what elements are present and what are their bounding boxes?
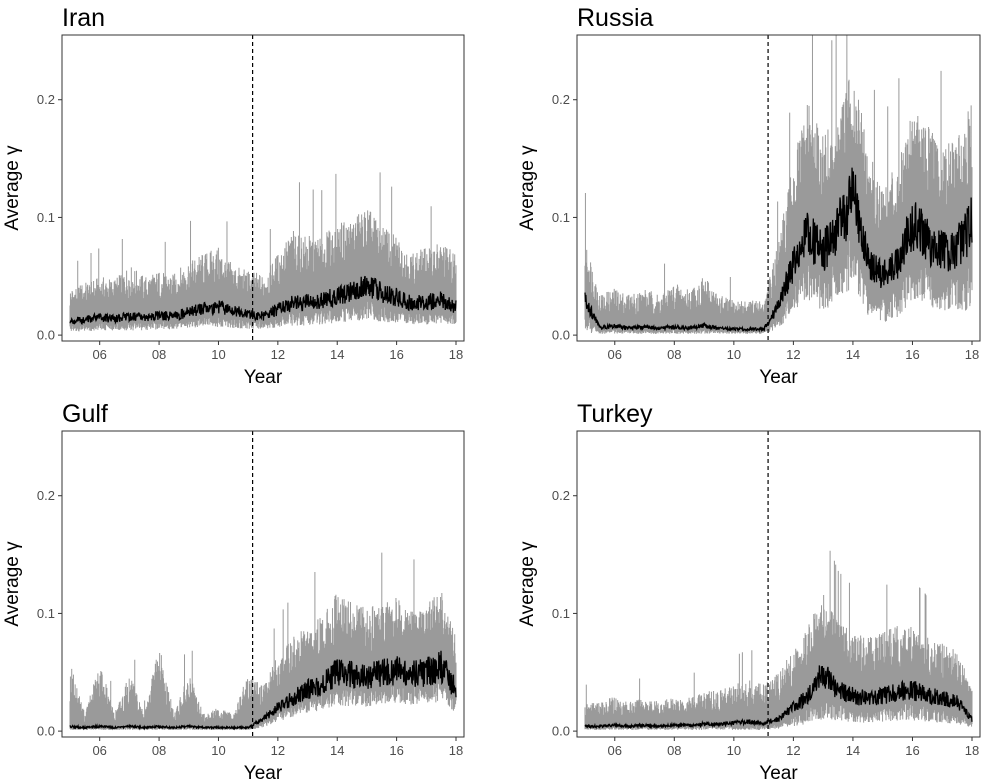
y-tick-label: 0.2 xyxy=(37,488,55,503)
plot-area xyxy=(69,172,457,332)
x-tick-label: 08 xyxy=(152,743,166,758)
x-tick-label: 06 xyxy=(92,743,106,758)
x-tick-label: 16 xyxy=(389,347,403,362)
panel-border xyxy=(61,34,465,342)
panel-title: Turkey xyxy=(577,400,653,428)
y-axis-title: Average γ xyxy=(517,541,538,627)
x-axis-title: Year xyxy=(759,367,798,388)
panel-title: Russia xyxy=(577,4,654,32)
y-tick-label: 0.0 xyxy=(37,724,55,739)
y-axis-title: Average γ xyxy=(517,145,538,231)
plot-area xyxy=(69,552,457,731)
y-tick-label: 0.1 xyxy=(37,210,55,225)
x-tick-label: 18 xyxy=(965,743,979,758)
x-tick-label: 14 xyxy=(330,347,344,362)
x-tick-label: 16 xyxy=(905,347,919,362)
x-tick-label: 12 xyxy=(271,347,285,362)
panel-iran: Iran 06 08 10 12 14 16 18 0.0 0.1 0.2 Year Average γ xyxy=(2,4,465,388)
x-tick-label: 08 xyxy=(667,743,681,758)
x-tick-label: 18 xyxy=(449,743,463,758)
plot-area xyxy=(584,35,973,334)
panel-russia: Russia 06 08 10 12 14 16 18 0.0 0.1 0.2 Year Average… xyxy=(517,4,981,388)
x-tick-label: 14 xyxy=(846,347,860,362)
x-axis-title: Year xyxy=(759,763,798,783)
panel-title: Iran xyxy=(62,4,105,32)
x-tick-label: 12 xyxy=(786,743,800,758)
x-tick-label: 18 xyxy=(449,347,463,362)
y-tick-label: 0.1 xyxy=(37,606,55,621)
panel-border xyxy=(61,430,465,738)
x-axis-title: Year xyxy=(244,367,283,388)
panel-border xyxy=(576,34,981,342)
series-line xyxy=(584,167,973,333)
y-axis-title: Average γ xyxy=(2,145,23,231)
series-line xyxy=(584,665,973,730)
y-tick-label: 0.2 xyxy=(552,488,570,503)
x-tick-label: 10 xyxy=(727,347,741,362)
y-tick-label: 0.1 xyxy=(552,606,570,621)
panel-title: Gulf xyxy=(62,400,108,428)
panel-gulf: Gulf 06 08 10 12 14 16 18 0.0 0.1 0.2 Year Average γ xyxy=(2,400,465,783)
y-axis-title: Average γ xyxy=(2,541,23,627)
x-tick-label: 06 xyxy=(92,347,106,362)
x-tick-label: 16 xyxy=(905,743,919,758)
x-tick-label: 10 xyxy=(211,347,225,362)
panel-border xyxy=(576,430,981,738)
x-tick-label: 14 xyxy=(846,743,860,758)
x-tick-label: 06 xyxy=(608,347,622,362)
x-tick-label: 10 xyxy=(211,743,225,758)
panel-turkey: Turkey 06 08 10 12 14 16 18 0.0 0.1 0.2 Year Average… xyxy=(517,400,981,783)
series-line xyxy=(69,650,457,731)
series-band xyxy=(69,552,457,730)
series-line xyxy=(69,275,457,325)
y-tick-label: 0.2 xyxy=(552,92,570,107)
x-tick-label: 08 xyxy=(667,347,681,362)
x-tick-label: 10 xyxy=(727,743,741,758)
x-tick-label: 08 xyxy=(152,347,166,362)
x-tick-label: 18 xyxy=(965,347,979,362)
x-axis-title: Year xyxy=(244,763,283,783)
plot-area xyxy=(584,550,973,730)
series-band xyxy=(584,550,973,730)
series-band xyxy=(584,35,973,334)
y-tick-label: 0.0 xyxy=(552,724,570,739)
y-tick-label: 0.0 xyxy=(37,328,55,343)
x-tick-label: 14 xyxy=(330,743,344,758)
y-tick-label: 0.0 xyxy=(552,328,570,343)
x-tick-label: 12 xyxy=(786,347,800,362)
x-tick-label: 06 xyxy=(608,743,622,758)
x-tick-label: 12 xyxy=(271,743,285,758)
series-band xyxy=(69,172,457,332)
x-tick-label: 16 xyxy=(389,743,403,758)
y-tick-label: 0.2 xyxy=(37,92,55,107)
y-tick-label: 0.1 xyxy=(552,210,570,225)
